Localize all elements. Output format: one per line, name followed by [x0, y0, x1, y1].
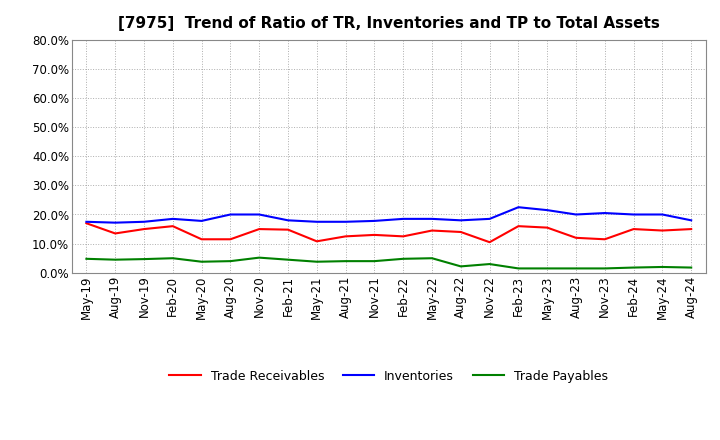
Trade Payables: [600, 266, 609, 271]
Inventories: [82, 219, 91, 224]
Trade Payables: [456, 264, 465, 269]
Trade Payables: [312, 259, 321, 264]
Trade Receivables: [168, 224, 177, 229]
Line: Trade Payables: Trade Payables: [86, 258, 691, 268]
Trade Payables: [687, 265, 696, 270]
Inventories: [399, 216, 408, 221]
Trade Receivables: [629, 227, 638, 232]
Inventories: [543, 208, 552, 213]
Line: Inventories: Inventories: [86, 207, 691, 223]
Inventories: [255, 212, 264, 217]
Trade Payables: [111, 257, 120, 262]
Trade Payables: [399, 256, 408, 261]
Trade Receivables: [284, 227, 292, 232]
Inventories: [572, 212, 580, 217]
Trade Receivables: [370, 232, 379, 238]
Trade Payables: [370, 258, 379, 264]
Inventories: [514, 205, 523, 210]
Inventories: [456, 218, 465, 223]
Inventories: [284, 218, 292, 223]
Trade Payables: [168, 256, 177, 261]
Title: [7975]  Trend of Ratio of TR, Inventories and TP to Total Assets: [7975] Trend of Ratio of TR, Inventories…: [118, 16, 660, 32]
Inventories: [485, 216, 494, 221]
Inventories: [428, 216, 436, 221]
Trade Payables: [572, 266, 580, 271]
Trade Receivables: [456, 229, 465, 235]
Inventories: [341, 219, 350, 224]
Inventories: [111, 220, 120, 225]
Trade Payables: [629, 265, 638, 270]
Inventories: [658, 212, 667, 217]
Inventories: [140, 219, 148, 224]
Inventories: [197, 218, 206, 224]
Trade Receivables: [600, 237, 609, 242]
Trade Payables: [543, 266, 552, 271]
Trade Receivables: [197, 237, 206, 242]
Trade Payables: [140, 257, 148, 262]
Trade Receivables: [572, 235, 580, 240]
Trade Receivables: [82, 220, 91, 226]
Inventories: [168, 216, 177, 221]
Trade Receivables: [312, 238, 321, 244]
Trade Payables: [341, 258, 350, 264]
Trade Payables: [197, 259, 206, 264]
Inventories: [370, 218, 379, 224]
Trade Receivables: [485, 239, 494, 245]
Trade Receivables: [399, 234, 408, 239]
Trade Payables: [284, 257, 292, 262]
Line: Trade Receivables: Trade Receivables: [86, 223, 691, 242]
Inventories: [312, 219, 321, 224]
Inventories: [687, 218, 696, 223]
Trade Receivables: [543, 225, 552, 230]
Inventories: [600, 210, 609, 216]
Trade Receivables: [428, 228, 436, 233]
Trade Payables: [226, 258, 235, 264]
Inventories: [629, 212, 638, 217]
Trade Payables: [485, 261, 494, 267]
Inventories: [226, 212, 235, 217]
Trade Payables: [255, 255, 264, 260]
Legend: Trade Receivables, Inventories, Trade Payables: Trade Receivables, Inventories, Trade Pa…: [164, 365, 613, 388]
Trade Receivables: [341, 234, 350, 239]
Trade Payables: [514, 266, 523, 271]
Trade Receivables: [514, 224, 523, 229]
Trade Receivables: [140, 227, 148, 232]
Trade Receivables: [687, 227, 696, 232]
Trade Receivables: [658, 228, 667, 233]
Trade Payables: [658, 264, 667, 270]
Trade Payables: [428, 256, 436, 261]
Trade Receivables: [226, 237, 235, 242]
Trade Payables: [82, 256, 91, 261]
Trade Receivables: [111, 231, 120, 236]
Trade Receivables: [255, 227, 264, 232]
